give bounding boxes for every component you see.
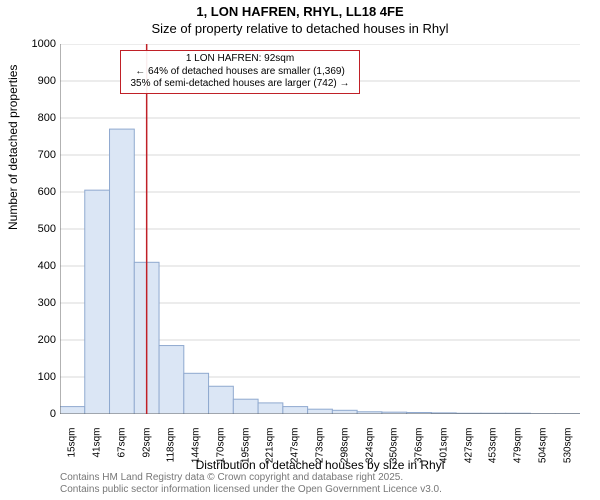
x-axis-label: Distribution of detached houses by size …	[60, 458, 580, 472]
annotation-box: 1 LON HAFREN: 92sqm ← 64% of detached ho…	[120, 50, 360, 94]
chart-title-main: 1, LON HAFREN, RHYL, LL18 4FE	[0, 4, 600, 19]
footer-line2: Contains public sector information licen…	[60, 484, 442, 496]
histogram-bar	[258, 403, 283, 414]
plot-area	[60, 44, 580, 414]
chart-svg	[60, 44, 580, 414]
histogram-bar	[209, 386, 234, 414]
y-tick-label: 500	[38, 223, 56, 235]
annotation-line2: 35% of semi-detached houses are larger (…	[127, 78, 353, 91]
y-tick-label: 200	[38, 334, 56, 346]
histogram-bar	[283, 407, 308, 414]
y-tick-label: 1000	[32, 38, 56, 50]
y-tick-label: 100	[38, 371, 56, 383]
footer-line1: Contains HM Land Registry data © Crown c…	[60, 472, 442, 484]
histogram-bar	[110, 129, 135, 414]
footer-attribution: Contains HM Land Registry data © Crown c…	[60, 472, 442, 496]
y-tick-label: 600	[38, 186, 56, 198]
histogram-bar	[233, 399, 258, 414]
y-axis-label: Number of detached properties	[6, 65, 20, 230]
histogram-bar	[184, 373, 209, 414]
histogram-bar	[85, 190, 110, 414]
y-tick-label: 300	[38, 297, 56, 309]
y-tick-label: 800	[38, 112, 56, 124]
histogram-bar	[308, 409, 333, 414]
y-tick-label: 400	[38, 260, 56, 272]
y-tick-label: 700	[38, 149, 56, 161]
histogram-bar	[332, 410, 357, 414]
y-tick-label: 900	[38, 75, 56, 87]
histogram-bar	[60, 407, 85, 414]
chart-title-sub: Size of property relative to detached ho…	[0, 21, 600, 36]
annotation-line1: ← 64% of detached houses are smaller (1,…	[127, 66, 353, 79]
y-tick-label: 0	[50, 408, 56, 420]
histogram-bar	[159, 346, 184, 414]
annotation-title: 1 LON HAFREN: 92sqm	[127, 53, 353, 66]
